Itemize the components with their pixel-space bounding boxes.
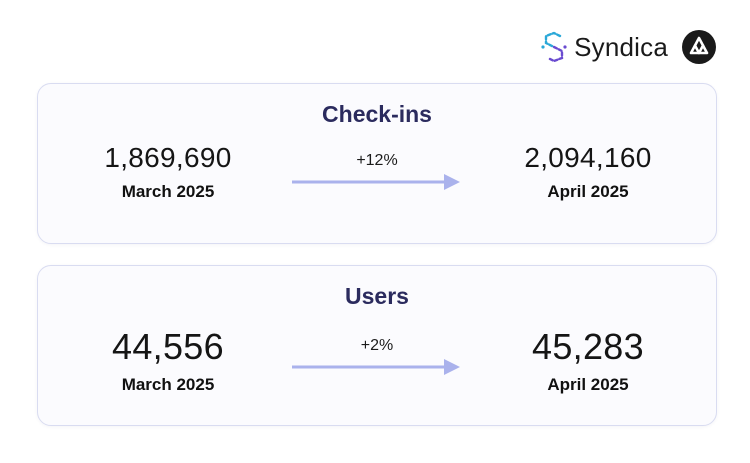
users-april-label: April 2025 <box>547 375 629 394</box>
users-march-metric: 44,556 March 2025 <box>58 327 278 395</box>
checkins-april-label: April 2025 <box>547 182 629 201</box>
brand-header: Syndica <box>540 30 716 64</box>
checkins-march-label: March 2025 <box>121 182 215 201</box>
users-april-value: 45,283 <box>532 326 644 367</box>
syndica-s-logo-icon <box>541 31 567 63</box>
partner-triangle-logo-icon <box>682 30 716 64</box>
checkins-change: +12% <box>292 152 462 192</box>
users-march-label: March 2025 <box>121 375 215 394</box>
checkins-card: Check-ins 1,869,690 March 2025 +12% 2,09… <box>37 83 717 244</box>
users-card: Users 44,556 March 2025 +2% 45,283 April… <box>37 265 717 426</box>
checkins-april-value: 2,094,160 <box>524 142 652 173</box>
checkins-arrow-icon <box>292 174 460 190</box>
checkins-march-value: 1,869,690 <box>104 142 232 173</box>
users-arrow-icon <box>292 359 460 375</box>
checkins-title: Check-ins <box>322 101 432 127</box>
checkins-change-label: +12% <box>356 152 398 169</box>
users-april-metric: 45,283 April 2025 <box>478 327 698 395</box>
users-march-value: 44,556 <box>112 326 224 367</box>
checkins-march-metric: 1,869,690 March 2025 <box>58 142 278 202</box>
users-change: +2% <box>292 337 462 377</box>
checkins-april-metric: 2,094,160 April 2025 <box>478 142 698 202</box>
users-title: Users <box>345 283 409 309</box>
users-change-label: +2% <box>360 337 394 354</box>
brand-name: Syndica <box>574 32 668 62</box>
